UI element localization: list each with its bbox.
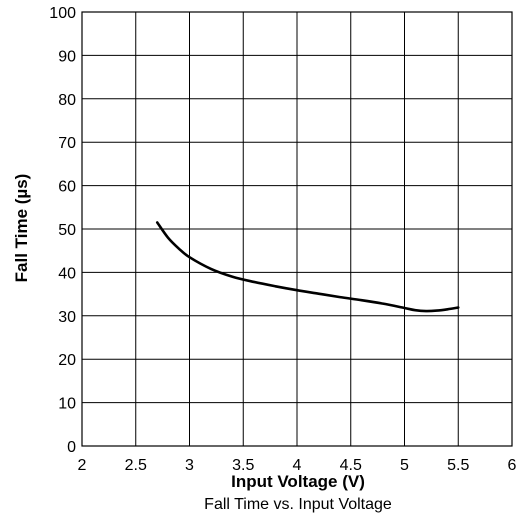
fall-time-series-line-0 xyxy=(155,221,460,313)
x-tick-label: 2.5 xyxy=(125,457,147,474)
x-tick-label: 2 xyxy=(78,457,87,474)
x-tick-label: 6 xyxy=(508,457,517,474)
y-tick-label: 100 xyxy=(49,5,76,22)
y-tick-label: 50 xyxy=(58,222,76,239)
plot-frame xyxy=(81,11,513,447)
x-tick-label: 4.5 xyxy=(340,457,362,474)
y-tick-label: 0 xyxy=(67,439,76,456)
y-tick-label: 90 xyxy=(58,48,76,65)
y-tick-label: 20 xyxy=(58,352,76,369)
x-tick-label: 5 xyxy=(400,457,409,474)
y-axis-title: Fall Time (µs) xyxy=(12,174,31,283)
y-tick-label: 60 xyxy=(58,179,76,196)
chart-caption: Fall Time vs. Input Voltage xyxy=(204,496,392,513)
y-tick-label: 30 xyxy=(58,309,76,326)
x-tick-label: 3.5 xyxy=(232,457,254,474)
x-axis-title: Input Voltage (V) xyxy=(231,472,365,491)
y-tick-label: 70 xyxy=(58,135,76,152)
y-tick-label: 80 xyxy=(58,92,76,109)
grid xyxy=(81,11,513,447)
x-tick-label: 3 xyxy=(185,457,194,474)
x-tick-label: 5.5 xyxy=(447,457,469,474)
y-tick-label: 10 xyxy=(58,396,76,413)
y-tick-label: 40 xyxy=(58,265,76,282)
series-layer xyxy=(155,221,460,313)
x-tick-label: 4 xyxy=(293,457,302,474)
